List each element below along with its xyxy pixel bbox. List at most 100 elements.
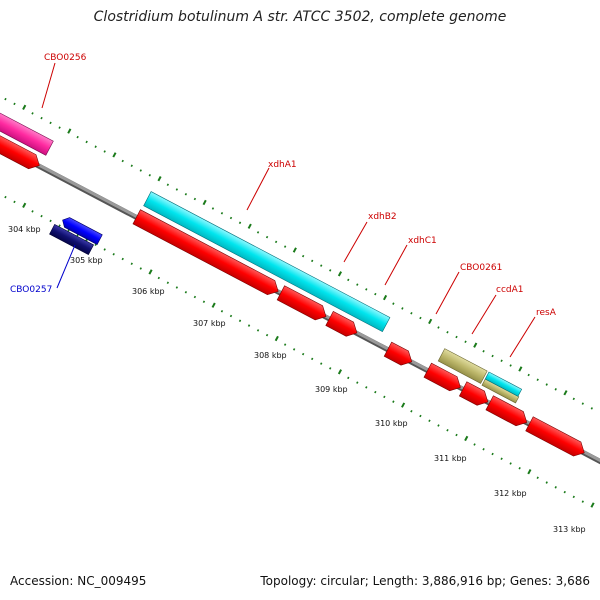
outer-tick-mark [211,207,215,210]
outer-tick-mark [347,278,350,282]
lower-tick-mark [193,295,197,299]
outer-tick-mark [581,402,584,405]
lower-tick-mark [311,357,314,361]
lower-tick-mark [31,210,34,213]
lower-tick-mark [103,248,106,251]
cds-arrow-cbo0257-reverse[interactable] [60,215,103,245]
outer-tick-mark [419,316,422,320]
outer-tick-mark [247,223,252,229]
tick-label: 310 kbp [375,419,408,428]
outer-tick-mark [58,126,61,129]
outer-tick-mark [175,188,179,191]
outer-tick-mark [121,159,124,163]
outer-tick-mark [563,390,568,396]
outer-tick-mark [590,407,594,410]
lower-tick-mark [292,348,296,351]
lower-tick-mark [320,362,323,365]
outer-tick-mark [320,264,323,267]
cds-arrow-cbo0256[interactable] [0,126,43,173]
tick-label: 308 kbp [254,351,287,360]
outer-tick-mark [85,140,88,144]
outer-tick-mark [482,349,485,353]
outer-tick-mark [274,240,278,244]
lower-tick-mark [356,381,359,384]
outer-tick-mark [157,176,162,182]
lower-tick-mark [428,419,431,422]
lower-tick-mark [437,424,440,427]
cds-arrow-next-2[interactable] [525,416,588,460]
gene-label-xdhc1: xdhC1 [408,236,437,246]
lower-tick-mark [121,257,124,261]
outer-tick-mark [536,378,539,382]
cds-arrow-xdhc1[interactable] [325,310,361,340]
lower-tick-mark [229,314,233,318]
feature-cbo0257-navy[interactable] [49,223,94,256]
lower-tick-mark [419,414,422,418]
outer-tick-mark [94,145,97,148]
feature-track [0,110,588,460]
cds-arrow-next-1[interactable] [485,395,531,430]
outer-tick-mark [311,259,314,263]
outer-tick-mark [49,121,52,125]
lower-tick-mark [130,262,133,265]
lower-tick-mark [157,276,161,280]
lower-tick-mark [545,481,548,484]
outer-tick-mark [4,97,7,101]
tick-label: 305 kbp [70,256,103,265]
lower-tick-mark [22,202,27,208]
lower-tick-mark [337,369,343,375]
tick-label: 313 kbp [553,525,586,534]
feature-resa-cyan[interactable] [484,371,523,397]
outer-tick-mark [40,116,43,120]
outer-tick-mark [256,231,260,234]
outer-tick-mark [491,354,494,358]
gene-label-xdhb2: xdhB2 [368,212,397,222]
outer-tick-mark [13,102,16,106]
lower-tick-mark [139,267,142,270]
outer-tick-mark [410,311,413,315]
lower-tick-mark [166,281,170,285]
lower-tick-mark [572,495,575,499]
cds-arrow-xdha1[interactable] [132,209,282,299]
lower-tick-mark [464,435,469,442]
tick-label: 307 kbp [193,319,226,328]
outer-tick-mark [464,340,467,343]
cds-arrow-cbo0261[interactable] [383,341,415,369]
lower-tick-mark [374,390,377,394]
lower-tick-mark [365,386,368,389]
lower-tick-mark [383,395,386,399]
outer-tick-mark [428,318,433,325]
outer-tick-mark [337,271,343,277]
cds-arrow-ccda1[interactable] [423,362,464,394]
lower-tick-mark [410,409,413,413]
lower-tick-mark [4,195,7,199]
lower-tick-mark [238,319,242,323]
feature-cbo0256-pink[interactable] [0,110,54,156]
lower-tick-ring: 304 kbp 305 kbp 306 kbp 307 kbp 308 kbp 309 k… [4,195,595,534]
lower-tick-mark [509,462,512,465]
lower-tick-mark [446,428,449,432]
gene-label-xdha1: xdhA1 [268,160,297,170]
outer-tick-mark [31,112,34,115]
feature-cbo0261-olive[interactable] [437,348,488,384]
lower-tick-mark [211,302,216,308]
feature-xdha1-cyan[interactable] [143,191,391,333]
outer-tick-mark [76,135,79,139]
lower-tick-mark [554,486,557,489]
gene-label-cbo0257: CBO0257 [10,285,52,295]
outer-tick-mark [166,183,170,187]
tick-label: 304 kbp [8,225,41,234]
lower-tick-mark [518,467,521,470]
outer-tick-mark [374,292,377,296]
lower-tick-mark [536,476,539,480]
label-leaders [41,62,536,358]
gene-label-cbo0261: CBO0261 [460,263,502,273]
cds-arrow-xdhb2[interactable] [276,285,330,324]
cds-arrow-resa[interactable] [458,381,491,409]
outer-tick-mark [265,235,269,239]
outer-tick-mark [518,366,523,372]
lower-tick-mark [473,443,476,446]
lower-tick-mark [401,402,406,408]
lower-tick-mark [455,433,458,437]
lower-tick-mark [283,343,287,346]
